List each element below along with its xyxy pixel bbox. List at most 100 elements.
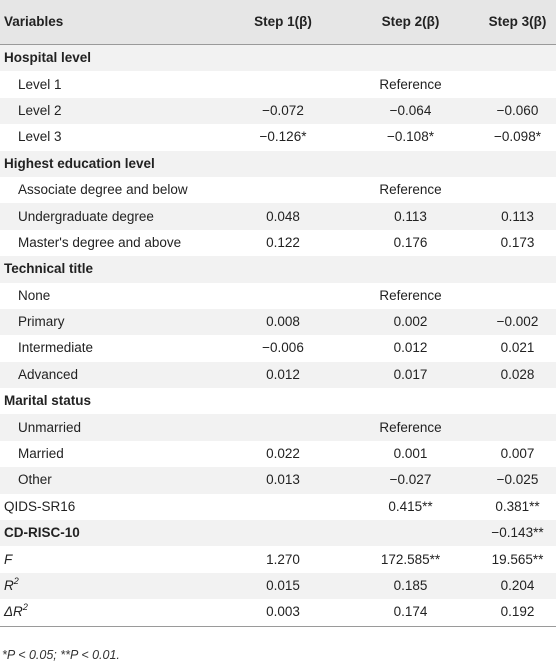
- cell-step-1: 0.012: [224, 361, 342, 389]
- row-label: Highest education level: [0, 150, 224, 177]
- cell-step-3: −0.002: [479, 308, 556, 336]
- cell-step-3: −0.098*: [479, 124, 556, 151]
- table-row: Level 1 Reference: [0, 71, 556, 98]
- cell-step-3: [479, 414, 556, 441]
- cell-step-1: [224, 150, 342, 177]
- cell-step-2: −0.064: [342, 97, 479, 125]
- column-header-step-3: Step 3(β): [479, 0, 556, 45]
- cell-step-1: [224, 256, 342, 283]
- table-row: Undergraduate degree 0.048 0.113 0.113: [0, 203, 556, 230]
- cell-step-2: Reference: [342, 176, 479, 204]
- cell-step-2: 0.001: [342, 440, 479, 468]
- cell-step-2: 0.185: [342, 572, 479, 600]
- row-label: Hospital level: [0, 44, 224, 72]
- cell-step-2: 0.176: [342, 229, 479, 257]
- cell-step-2: 0.174: [342, 599, 479, 627]
- cell-step-2: 0.017: [342, 361, 479, 389]
- row-label-text: R: [4, 578, 14, 593]
- table-body: Hospital level Level 1 Reference Level 2 −0.…: [0, 44, 556, 627]
- table-header-row: Variables Step 1(β) Step 2(β) Step 3(β): [0, 0, 556, 45]
- cell-step-2: 0.012: [342, 335, 479, 362]
- row-label: Intermediate: [0, 335, 224, 362]
- table-row: Associate degree and below Reference: [0, 176, 556, 204]
- cell-step-3: [479, 71, 556, 98]
- column-header-variables: Variables: [0, 0, 224, 45]
- cell-step-3: [479, 256, 556, 283]
- cell-step-2: [342, 256, 479, 283]
- cell-step-1: [224, 44, 342, 72]
- cell-step-1: [224, 493, 342, 521]
- row-label-text: ΔR: [4, 604, 23, 620]
- cell-step-1: 0.008: [224, 308, 342, 336]
- table-section-row: Highest education level: [0, 150, 556, 177]
- cell-step-3: 0.028: [479, 361, 556, 389]
- cell-step-1: −0.006: [224, 335, 342, 362]
- row-label: None: [0, 282, 224, 309]
- table-row: ΔR2 0.003 0.174 0.192: [0, 599, 556, 627]
- cell-step-3: 0.173: [479, 229, 556, 257]
- cell-step-2: [342, 44, 479, 72]
- row-label: Married: [0, 440, 224, 468]
- cell-step-3: 0.192: [479, 599, 556, 627]
- cell-step-3: [479, 150, 556, 177]
- table-row: QIDS-SR16 0.415** 0.381**: [0, 493, 556, 521]
- table-row: Primary 0.008 0.002 −0.002: [0, 308, 556, 336]
- table-row: Other 0.013 −0.027 −0.025: [0, 467, 556, 494]
- table-row: Level 3 −0.126* −0.108* −0.098*: [0, 124, 556, 151]
- cell-step-3: 19.565**: [479, 546, 556, 573]
- cell-step-3: 0.204: [479, 572, 556, 600]
- cell-step-3: [479, 388, 556, 415]
- cell-step-1: [224, 71, 342, 98]
- cell-step-3: −0.143**: [479, 520, 556, 547]
- cell-step-2: −0.027: [342, 467, 479, 494]
- cell-step-1: 0.048: [224, 203, 342, 230]
- cell-step-3: 0.113: [479, 203, 556, 230]
- cell-step-1: 0.022: [224, 440, 342, 468]
- cell-step-1: [224, 176, 342, 204]
- table-row: None Reference: [0, 282, 556, 309]
- row-label: ΔR2: [0, 599, 224, 627]
- row-label: Undergraduate degree: [0, 203, 224, 230]
- cell-step-3: [479, 176, 556, 204]
- cell-step-2: 172.585**: [342, 546, 479, 573]
- row-label-superscript: 2: [22, 602, 28, 613]
- row-label: Unmarried: [0, 414, 224, 441]
- cell-step-2: Reference: [342, 282, 479, 309]
- cell-step-1: 0.122: [224, 229, 342, 257]
- cell-step-3: [479, 44, 556, 72]
- cell-step-1: 0.015: [224, 572, 342, 600]
- cell-step-2: Reference: [342, 414, 479, 441]
- regression-table: Variables Step 1(β) Step 2(β) Step 3(β) …: [0, 0, 556, 627]
- table-row: Master's degree and above 0.122 0.176 0.173: [0, 229, 556, 257]
- table-row: Married 0.022 0.001 0.007: [0, 440, 556, 468]
- cell-step-2: [342, 388, 479, 415]
- cell-step-3: 0.021: [479, 335, 556, 362]
- row-label: Other: [0, 467, 224, 494]
- cell-step-3: 0.381**: [479, 493, 556, 521]
- table-row: F 1.270 172.585** 19.565**: [0, 546, 556, 573]
- cell-step-2: Reference: [342, 71, 479, 98]
- table-section-row: Marital status: [0, 388, 556, 415]
- cell-step-1: −0.072: [224, 97, 342, 125]
- table-row: Advanced 0.012 0.017 0.028: [0, 361, 556, 389]
- cell-step-1: [224, 388, 342, 415]
- cell-step-1: [224, 520, 342, 547]
- row-label: Primary: [0, 308, 224, 336]
- table-section-row: Technical title: [0, 256, 556, 283]
- table-section-row: CD-RISC-10 −0.143**: [0, 520, 556, 547]
- cell-step-3: 0.007: [479, 440, 556, 468]
- column-header-step-2: Step 2(β): [342, 0, 479, 45]
- row-label: QIDS-SR16: [0, 493, 224, 521]
- cell-step-1: [224, 282, 342, 309]
- row-label: F: [0, 546, 224, 573]
- row-label: Associate degree and below: [0, 176, 224, 204]
- cell-step-3: −0.025: [479, 467, 556, 494]
- cell-step-1: −0.126*: [224, 124, 342, 151]
- row-label-superscript: 2: [13, 576, 19, 586]
- cell-step-2: 0.415**: [342, 493, 479, 521]
- row-label: Master's degree and above: [0, 229, 224, 257]
- cell-step-2: 0.113: [342, 203, 479, 230]
- column-header-step-1: Step 1(β): [224, 0, 342, 45]
- table-section-row: Hospital level: [0, 44, 556, 72]
- table-row: Unmarried Reference: [0, 414, 556, 441]
